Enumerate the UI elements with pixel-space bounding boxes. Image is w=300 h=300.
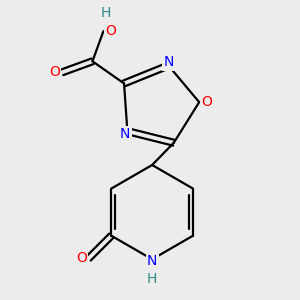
Text: H: H (147, 272, 157, 286)
Text: O: O (76, 251, 87, 266)
Text: N: N (147, 254, 157, 268)
Text: O: O (106, 24, 117, 38)
Text: N: N (163, 56, 174, 70)
Text: H: H (100, 6, 111, 20)
Text: N: N (120, 127, 130, 141)
Text: O: O (202, 95, 212, 109)
Text: O: O (49, 65, 60, 79)
